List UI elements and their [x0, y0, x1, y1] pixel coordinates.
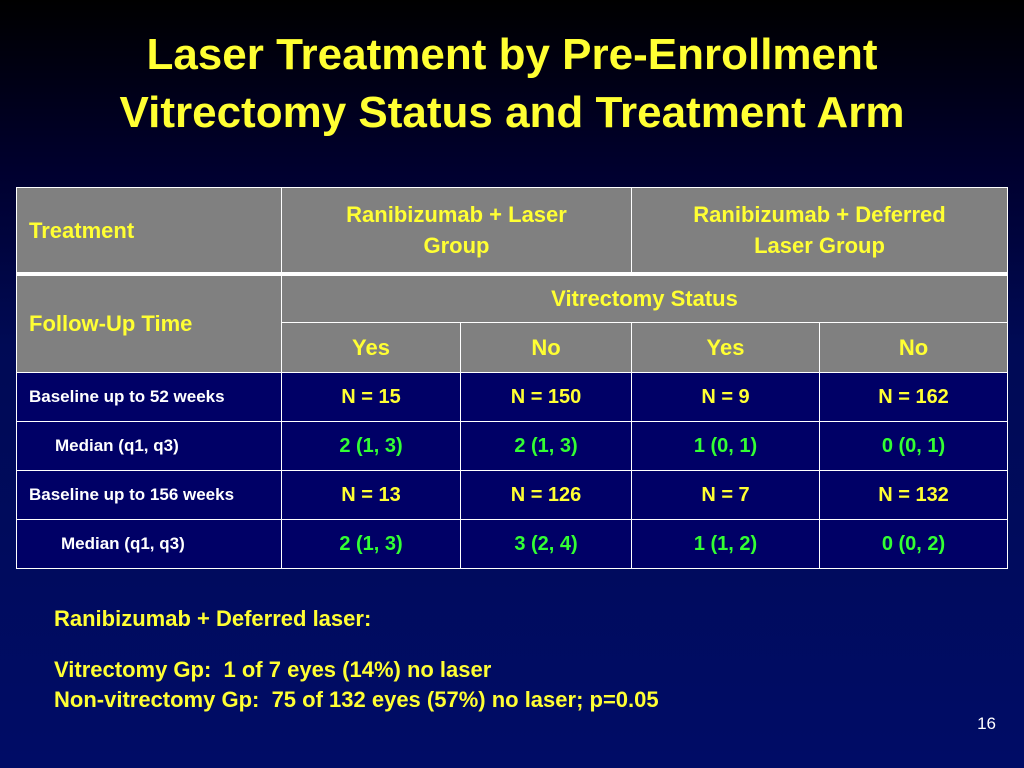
title-line-2: Vitrectomy Status and Treatment Arm — [119, 88, 905, 137]
row-label: Baseline up to 52 weeks — [16, 372, 282, 422]
slide-number: 16 — [977, 714, 996, 733]
laser-treatment-table: Treatment Ranibizumab + Laser Group Rani… — [16, 187, 1009, 569]
notes-line-1: Vitrectomy Gp: 1 of 7 eyes (14%) no lase… — [54, 657, 492, 682]
notes-line-2: Non-vitrectomy Gp: 75 of 132 eyes (57%) … — [54, 687, 659, 712]
table-cell: 2 (1, 3) — [460, 421, 632, 471]
vitrectomy-status-header: Vitrectomy Status — [280, 272, 1009, 323]
col-header-laser-no: No — [460, 322, 632, 373]
table-header-row: Treatment Ranibizumab + Laser Group Rani… — [16, 187, 1009, 275]
group-deferred-line-1: Ranibizumab + Deferred — [693, 202, 946, 227]
group-laser-line-1: Ranibizumab + Laser — [346, 202, 567, 227]
table-row: Median (q1, q3) 2 (1, 3) 3 (2, 4) 1 (1, … — [16, 519, 1009, 569]
table-row: Baseline up to 52 weeks N = 15 N = 150 N… — [16, 372, 1009, 422]
group-laser-line-2: Group — [423, 233, 490, 258]
title-line-1: Laser Treatment by Pre-Enrollment — [146, 30, 878, 79]
table-cell: N = 162 — [818, 372, 1009, 422]
table-cell: 3 (2, 4) — [460, 519, 632, 569]
row-label: Median (q1, q3) — [16, 421, 282, 471]
treatment-header: Treatment — [16, 187, 282, 275]
table-cell: N = 9 — [631, 372, 820, 422]
table-cell: N = 7 — [631, 470, 820, 520]
follow-up-header: Follow-Up Time — [16, 272, 282, 373]
notes-heading: Ranibizumab + Deferred laser: — [54, 606, 372, 631]
table-cell: N = 150 — [460, 372, 632, 422]
table-cell: 1 (0, 1) — [631, 421, 820, 471]
table-cell: 1 (1, 2) — [631, 519, 820, 569]
table-cell: N = 15 — [281, 372, 461, 422]
group-deferred-header: Ranibizumab + Deferred Laser Group — [630, 187, 1009, 275]
table-row: Median (q1, q3) 2 (1, 3) 2 (1, 3) 1 (0, … — [16, 421, 1009, 471]
vitrectomy-status-row: Follow-Up Time Vitrectomy Status — [16, 272, 1009, 373]
yes-no-header-row: Yes No Yes No — [17, 322, 1009, 373]
table-cell: 2 (1, 3) — [281, 421, 461, 471]
table-cell: 0 (0, 1) — [818, 421, 1009, 471]
table-row: Baseline up to 156 weeks N = 13 N = 126 … — [16, 470, 1009, 520]
col-header-deferred-no: No — [818, 322, 1009, 373]
slide-title: Laser Treatment by Pre-Enrollment Vitrec… — [0, 26, 1024, 142]
table-cell: N = 132 — [818, 470, 1009, 520]
row-label: Median (q1, q3) — [16, 519, 282, 569]
table-cell: N = 126 — [460, 470, 632, 520]
table-cell: 0 (0, 2) — [818, 519, 1009, 569]
group-deferred-line-2: Laser Group — [754, 233, 885, 258]
table-cell: N = 13 — [281, 470, 461, 520]
col-header-deferred-yes: Yes — [631, 322, 820, 373]
group-laser-header: Ranibizumab + Laser Group — [281, 187, 632, 275]
table-cell: 2 (1, 3) — [281, 519, 461, 569]
row-label: Baseline up to 156 weeks — [16, 470, 282, 520]
col-header-laser-yes: Yes — [281, 322, 461, 373]
